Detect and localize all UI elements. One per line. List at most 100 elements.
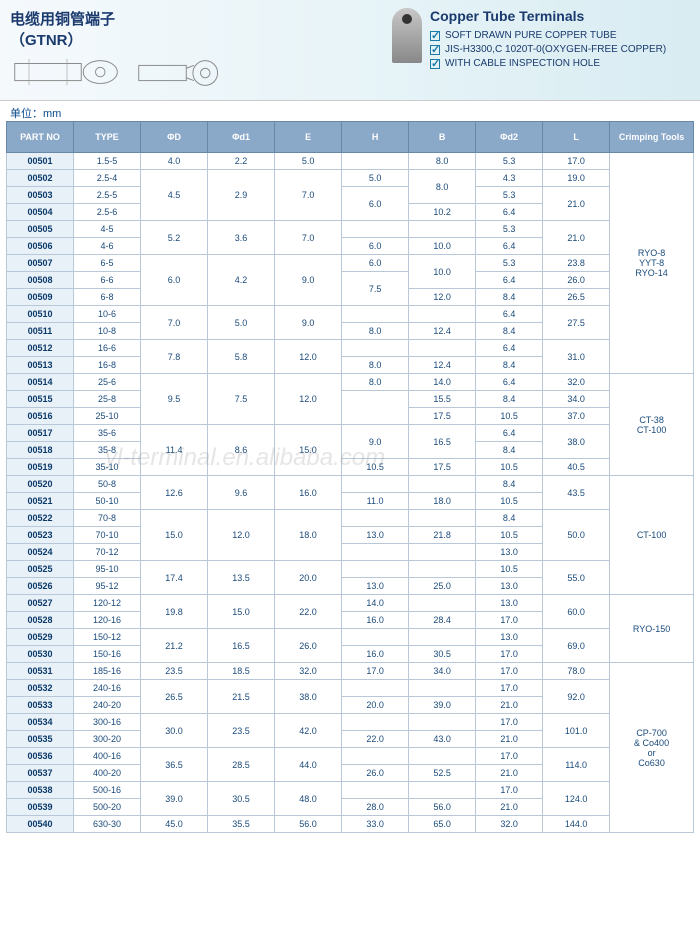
cell-D: 7.0 xyxy=(141,306,208,340)
table-row: 0051425-69.57.512.08.014.06.432.0CT-38 C… xyxy=(7,374,694,391)
cell-d2: 10.5 xyxy=(476,459,543,476)
cell-E: 12.0 xyxy=(275,374,342,425)
table-row: 0051010-67.05.09.06.427.5 xyxy=(7,306,694,323)
table-row: 00536400-1636.528.544.017.0114.0 xyxy=(7,748,694,765)
cell-L: 92.0 xyxy=(543,680,610,714)
cell-B xyxy=(409,595,476,612)
table-row: 0052050-812.69.616.08.443.5CT-100 xyxy=(7,476,694,493)
cell-d2: 6.4 xyxy=(476,425,543,442)
cell-B xyxy=(409,476,476,493)
cell-E: 56.0 xyxy=(275,816,342,833)
cell-H: 14.0 xyxy=(342,595,409,612)
cell-E: 42.0 xyxy=(275,714,342,748)
cell-tool: CP-700 & Co400 or Co630 xyxy=(610,663,694,833)
cell-type: 95-10 xyxy=(74,561,141,578)
cell-part: 00520 xyxy=(7,476,74,493)
cell-d2: 8.4 xyxy=(476,357,543,374)
feature-2: JIS-H3300,C 1020T-0(OXYGEN-FREE COPPER) xyxy=(430,44,666,55)
cell-B xyxy=(409,306,476,323)
cell-d2: 17.0 xyxy=(476,748,543,765)
cell-part: 00522 xyxy=(7,510,74,527)
header-section: 电缆用铜管端子 （GTNR） Copper Tube Terminals SOF… xyxy=(0,0,700,101)
cell-part: 00514 xyxy=(7,374,74,391)
cell-type: 6-6 xyxy=(74,272,141,289)
cell-L: 31.0 xyxy=(543,340,610,374)
cell-d2: 17.0 xyxy=(476,663,543,680)
cell-type: 120-12 xyxy=(74,595,141,612)
cell-d2: 10.5 xyxy=(476,561,543,578)
cell-H xyxy=(342,714,409,731)
table-wrapper: yl-terminal.en.alibaba.com PART NOTYPEΦD… xyxy=(0,121,700,839)
table-row: 005032.5-56.05.321.0 xyxy=(7,187,694,204)
cell-d2: 17.0 xyxy=(476,782,543,799)
cell-d1: 15.0 xyxy=(208,595,275,629)
cell-type: 630-30 xyxy=(74,816,141,833)
cell-L: 21.0 xyxy=(543,187,610,221)
cell-type: 35-10 xyxy=(74,459,141,476)
check-icon xyxy=(430,45,440,55)
table-row: 0052270-815.012.018.08.450.0 xyxy=(7,510,694,527)
cell-H: 17.0 xyxy=(342,663,409,680)
table-row: 0051735-611.48.615.09.016.56.438.0 xyxy=(7,425,694,442)
cell-part: 00518 xyxy=(7,442,74,459)
cell-part: 00521 xyxy=(7,493,74,510)
cell-B xyxy=(409,221,476,238)
cell-L: 19.0 xyxy=(543,170,610,187)
cell-B: 10.0 xyxy=(409,238,476,255)
cell-B: 43.0 xyxy=(409,731,476,748)
cell-d1: 35.5 xyxy=(208,816,275,833)
cell-type: 240-16 xyxy=(74,680,141,697)
cell-d1: 7.5 xyxy=(208,374,275,425)
cell-d1: 9.6 xyxy=(208,476,275,510)
cell-B: 39.0 xyxy=(409,697,476,714)
cell-D: 45.0 xyxy=(141,816,208,833)
cell-H: 11.0 xyxy=(342,493,409,510)
table-row: 005022.5-44.52.97.05.08.04.319.0 xyxy=(7,170,694,187)
cell-d2: 8.4 xyxy=(476,476,543,493)
table-row: 005076-56.04.29.06.010.05.323.8 xyxy=(7,255,694,272)
col-header: E xyxy=(275,122,342,153)
cell-type: 70-10 xyxy=(74,527,141,544)
cell-L: 144.0 xyxy=(543,816,610,833)
cell-L: 43.5 xyxy=(543,476,610,510)
cell-d1: 4.2 xyxy=(208,255,275,306)
feature-text: JIS-H3300,C 1020T-0(OXYGEN-FREE COPPER) xyxy=(445,44,666,55)
cell-L: 55.0 xyxy=(543,561,610,595)
cell-B: 52.5 xyxy=(409,765,476,782)
cell-H: 5.0 xyxy=(342,170,409,187)
cell-L: 101.0 xyxy=(543,714,610,748)
cell-H xyxy=(342,340,409,357)
cell-d1: 3.6 xyxy=(208,221,275,255)
cell-D: 21.2 xyxy=(141,629,208,663)
cell-B: 8.0 xyxy=(409,153,476,170)
cell-part: 00504 xyxy=(7,204,74,221)
cell-type: 500-20 xyxy=(74,799,141,816)
cell-B: 15.5 xyxy=(409,391,476,408)
cell-D: 4.5 xyxy=(141,170,208,221)
feature-text: SOFT DRAWN PURE COPPER TUBE xyxy=(445,30,617,41)
cell-d2: 6.4 xyxy=(476,204,543,221)
cell-d2: 17.0 xyxy=(476,680,543,697)
cell-part: 00535 xyxy=(7,731,74,748)
cell-E: 32.0 xyxy=(275,663,342,680)
cell-B: 8.0 xyxy=(409,170,476,204)
cell-d2: 6.4 xyxy=(476,306,543,323)
cell-D: 19.8 xyxy=(141,595,208,629)
cell-B: 17.5 xyxy=(409,408,476,425)
cell-type: 120-16 xyxy=(74,612,141,629)
cell-H xyxy=(342,476,409,493)
table-row: 0052595-1017.413.520.010.555.0 xyxy=(7,561,694,578)
cell-B: 14.0 xyxy=(409,374,476,391)
product-photo xyxy=(392,8,422,63)
cell-type: 240-20 xyxy=(74,697,141,714)
cell-L: 17.0 xyxy=(543,153,610,170)
cell-part: 00527 xyxy=(7,595,74,612)
cell-tool: RYO-150 xyxy=(610,595,694,663)
cell-type: 150-12 xyxy=(74,629,141,646)
cell-d2: 8.4 xyxy=(476,510,543,527)
cell-part: 00526 xyxy=(7,578,74,595)
spec-table: PART NOTYPEΦDΦd1EHBΦd2LCrimping Tools 00… xyxy=(6,121,694,833)
cell-part: 00501 xyxy=(7,153,74,170)
cell-d1: 2.2 xyxy=(208,153,275,170)
table-row: 00527120-1219.815.022.014.013.060.0RYO-1… xyxy=(7,595,694,612)
